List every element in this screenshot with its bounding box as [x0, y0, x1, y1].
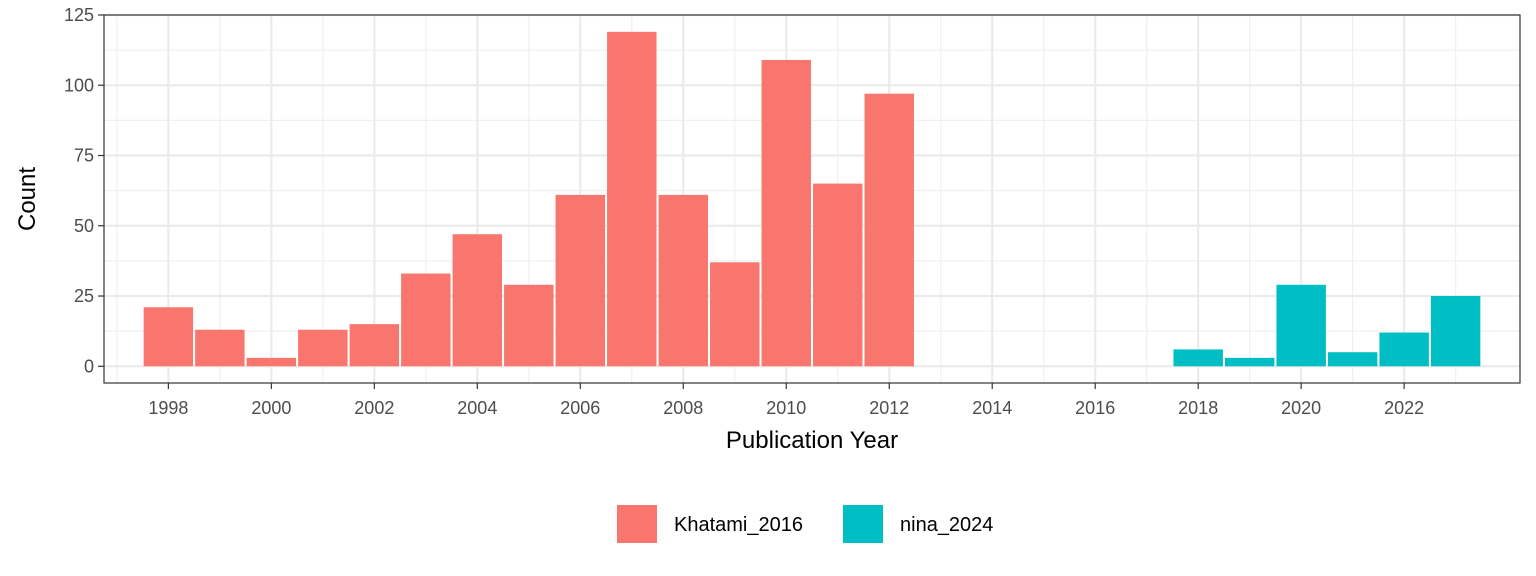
x-axis: 1998 2000 2002 2004 2006 2008 2010 2012 2014 2016…: [148, 383, 1424, 418]
legend: Khatami_2016 nina_2024: [617, 505, 993, 543]
y-tick-label: 25: [74, 286, 94, 306]
bar: [195, 329, 245, 367]
x-tick-label: 2014: [972, 398, 1012, 418]
y-axis: 0 25 50 75 100 125: [64, 5, 104, 376]
bar: [1430, 296, 1481, 367]
x-tick-label: 1998: [148, 398, 188, 418]
y-tick-label: 100: [64, 75, 94, 95]
grid-minor: [104, 15, 1520, 383]
bar: [349, 324, 400, 367]
y-tick-label: 50: [74, 216, 94, 236]
bar: [607, 31, 657, 367]
x-tick-label: 2018: [1178, 398, 1218, 418]
x-tick-label: 2022: [1384, 398, 1424, 418]
x-axis-title: Publication Year: [726, 427, 898, 454]
bar: [1276, 284, 1326, 367]
bar: [401, 273, 451, 367]
bar: [864, 93, 914, 367]
x-tick-label: 2008: [663, 398, 703, 418]
legend-label: Khatami_2016: [674, 514, 803, 536]
panel-border: [103, 14, 1521, 384]
x-tick-label: 2004: [457, 398, 497, 418]
bars: [143, 31, 1481, 367]
y-tick-label: 0: [84, 356, 94, 376]
x-tick-label: 2010: [766, 398, 806, 418]
y-axis-title: Count: [14, 167, 41, 231]
bar: [504, 284, 554, 367]
y-tick-label: 125: [64, 5, 94, 25]
y-tick-label: 75: [74, 146, 94, 166]
legend-label: nina_2024: [900, 514, 993, 536]
bar: [143, 307, 194, 367]
legend-swatch: [843, 505, 883, 543]
x-tick-label: 2016: [1075, 398, 1115, 418]
bar: [298, 329, 348, 367]
bar: [813, 183, 863, 367]
bar: [246, 357, 297, 367]
bar: [555, 194, 606, 367]
bar: [761, 59, 811, 367]
x-tick-label: 2012: [869, 398, 909, 418]
bar: [1173, 349, 1223, 367]
bar: [658, 194, 708, 367]
x-tick-label: 2006: [560, 398, 600, 418]
bar: [1224, 357, 1275, 367]
x-tick-label: 2000: [251, 398, 291, 418]
bar: [710, 262, 760, 367]
bar: [1379, 332, 1429, 367]
bar: [1327, 352, 1378, 367]
legend-swatch: [617, 505, 657, 543]
bar: [452, 234, 503, 367]
x-tick-label: 2002: [354, 398, 394, 418]
x-tick-label: 2020: [1281, 398, 1321, 418]
